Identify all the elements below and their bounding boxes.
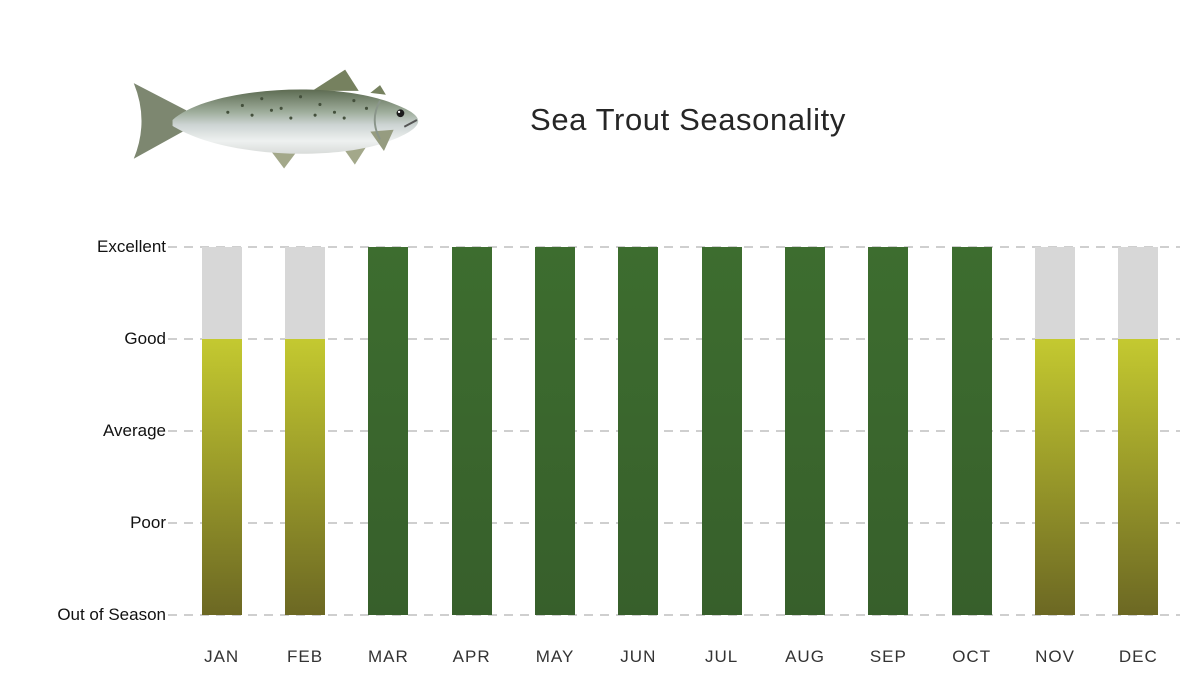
fish-adipose-fin: [370, 85, 386, 95]
fish-tail-fin: [133, 83, 189, 159]
bar-feb: [285, 339, 325, 615]
bar-jun: [618, 247, 659, 615]
month-label: OCT: [952, 647, 992, 666]
bar-jul: [701, 247, 742, 615]
fish-mouth: [403, 119, 418, 128]
bar-column: FEB: [285, 247, 325, 666]
bar-column: NOV: [1035, 247, 1075, 666]
bar-column: OCT: [951, 247, 992, 666]
month-label: JUL: [705, 647, 739, 666]
month-label: AUG: [785, 647, 825, 666]
bar-apr: [451, 247, 492, 615]
fish-dorsal-fin: [312, 69, 359, 91]
gridline: [168, 338, 1180, 340]
gridline: [168, 614, 1180, 616]
month-label: FEB: [286, 647, 324, 666]
month-label: JAN: [204, 647, 240, 666]
y-axis-label: Good: [124, 329, 166, 348]
fish-illustration: [133, 69, 419, 169]
month-label: MAR: [367, 647, 409, 666]
month-label: SEP: [869, 647, 907, 666]
month-label: DEC: [1118, 647, 1158, 666]
fish-pectoral-fin: [370, 129, 394, 152]
y-axis-label: Poor: [130, 513, 166, 532]
bar-column: DEC: [1118, 247, 1159, 666]
gridline: [168, 430, 1180, 432]
month-label: APR: [452, 647, 491, 666]
bar-nov: [1035, 339, 1075, 615]
y-axis-label: Out of Season: [57, 605, 166, 624]
fish-gill-line: [373, 100, 381, 140]
bar-dec: [1118, 339, 1159, 615]
fish-pelvic-fin: [269, 149, 299, 169]
bar-column: MAR: [368, 247, 409, 666]
bar-column: SEP: [868, 247, 909, 666]
y-axis-label: Average: [102, 421, 166, 440]
bar-jan: [201, 339, 242, 615]
bar-column: JUN: [618, 247, 659, 666]
plot-area: JAN FEB MAR APR MAY JUN JUL AUG SEP OCT NOV DEC: [168, 246, 1180, 666]
bar-aug: [785, 247, 825, 615]
bar-column: JAN: [201, 247, 242, 666]
month-label: NOV: [1035, 647, 1075, 666]
fish-eye-glint: [397, 110, 401, 114]
bar-sep: [868, 247, 909, 615]
bar-column: AUG: [785, 247, 825, 666]
page-title: Sea Trout Seasonality: [530, 102, 846, 137]
bar-may: [535, 247, 575, 615]
gridline: [168, 246, 1180, 248]
fish-eye: [396, 109, 405, 118]
bar-oct: [951, 247, 992, 615]
month-label: MAY: [535, 647, 575, 666]
gridline: [168, 522, 1180, 524]
y-axis-label: Excellent: [97, 237, 166, 256]
fish-body: [172, 89, 419, 154]
bar-column: APR: [451, 247, 492, 666]
bar-column: JUL: [701, 247, 742, 666]
fish-speckles: [226, 95, 369, 120]
month-label: JUN: [620, 647, 657, 666]
bar-column: MAY: [535, 247, 575, 666]
bar-mar: [368, 247, 409, 615]
